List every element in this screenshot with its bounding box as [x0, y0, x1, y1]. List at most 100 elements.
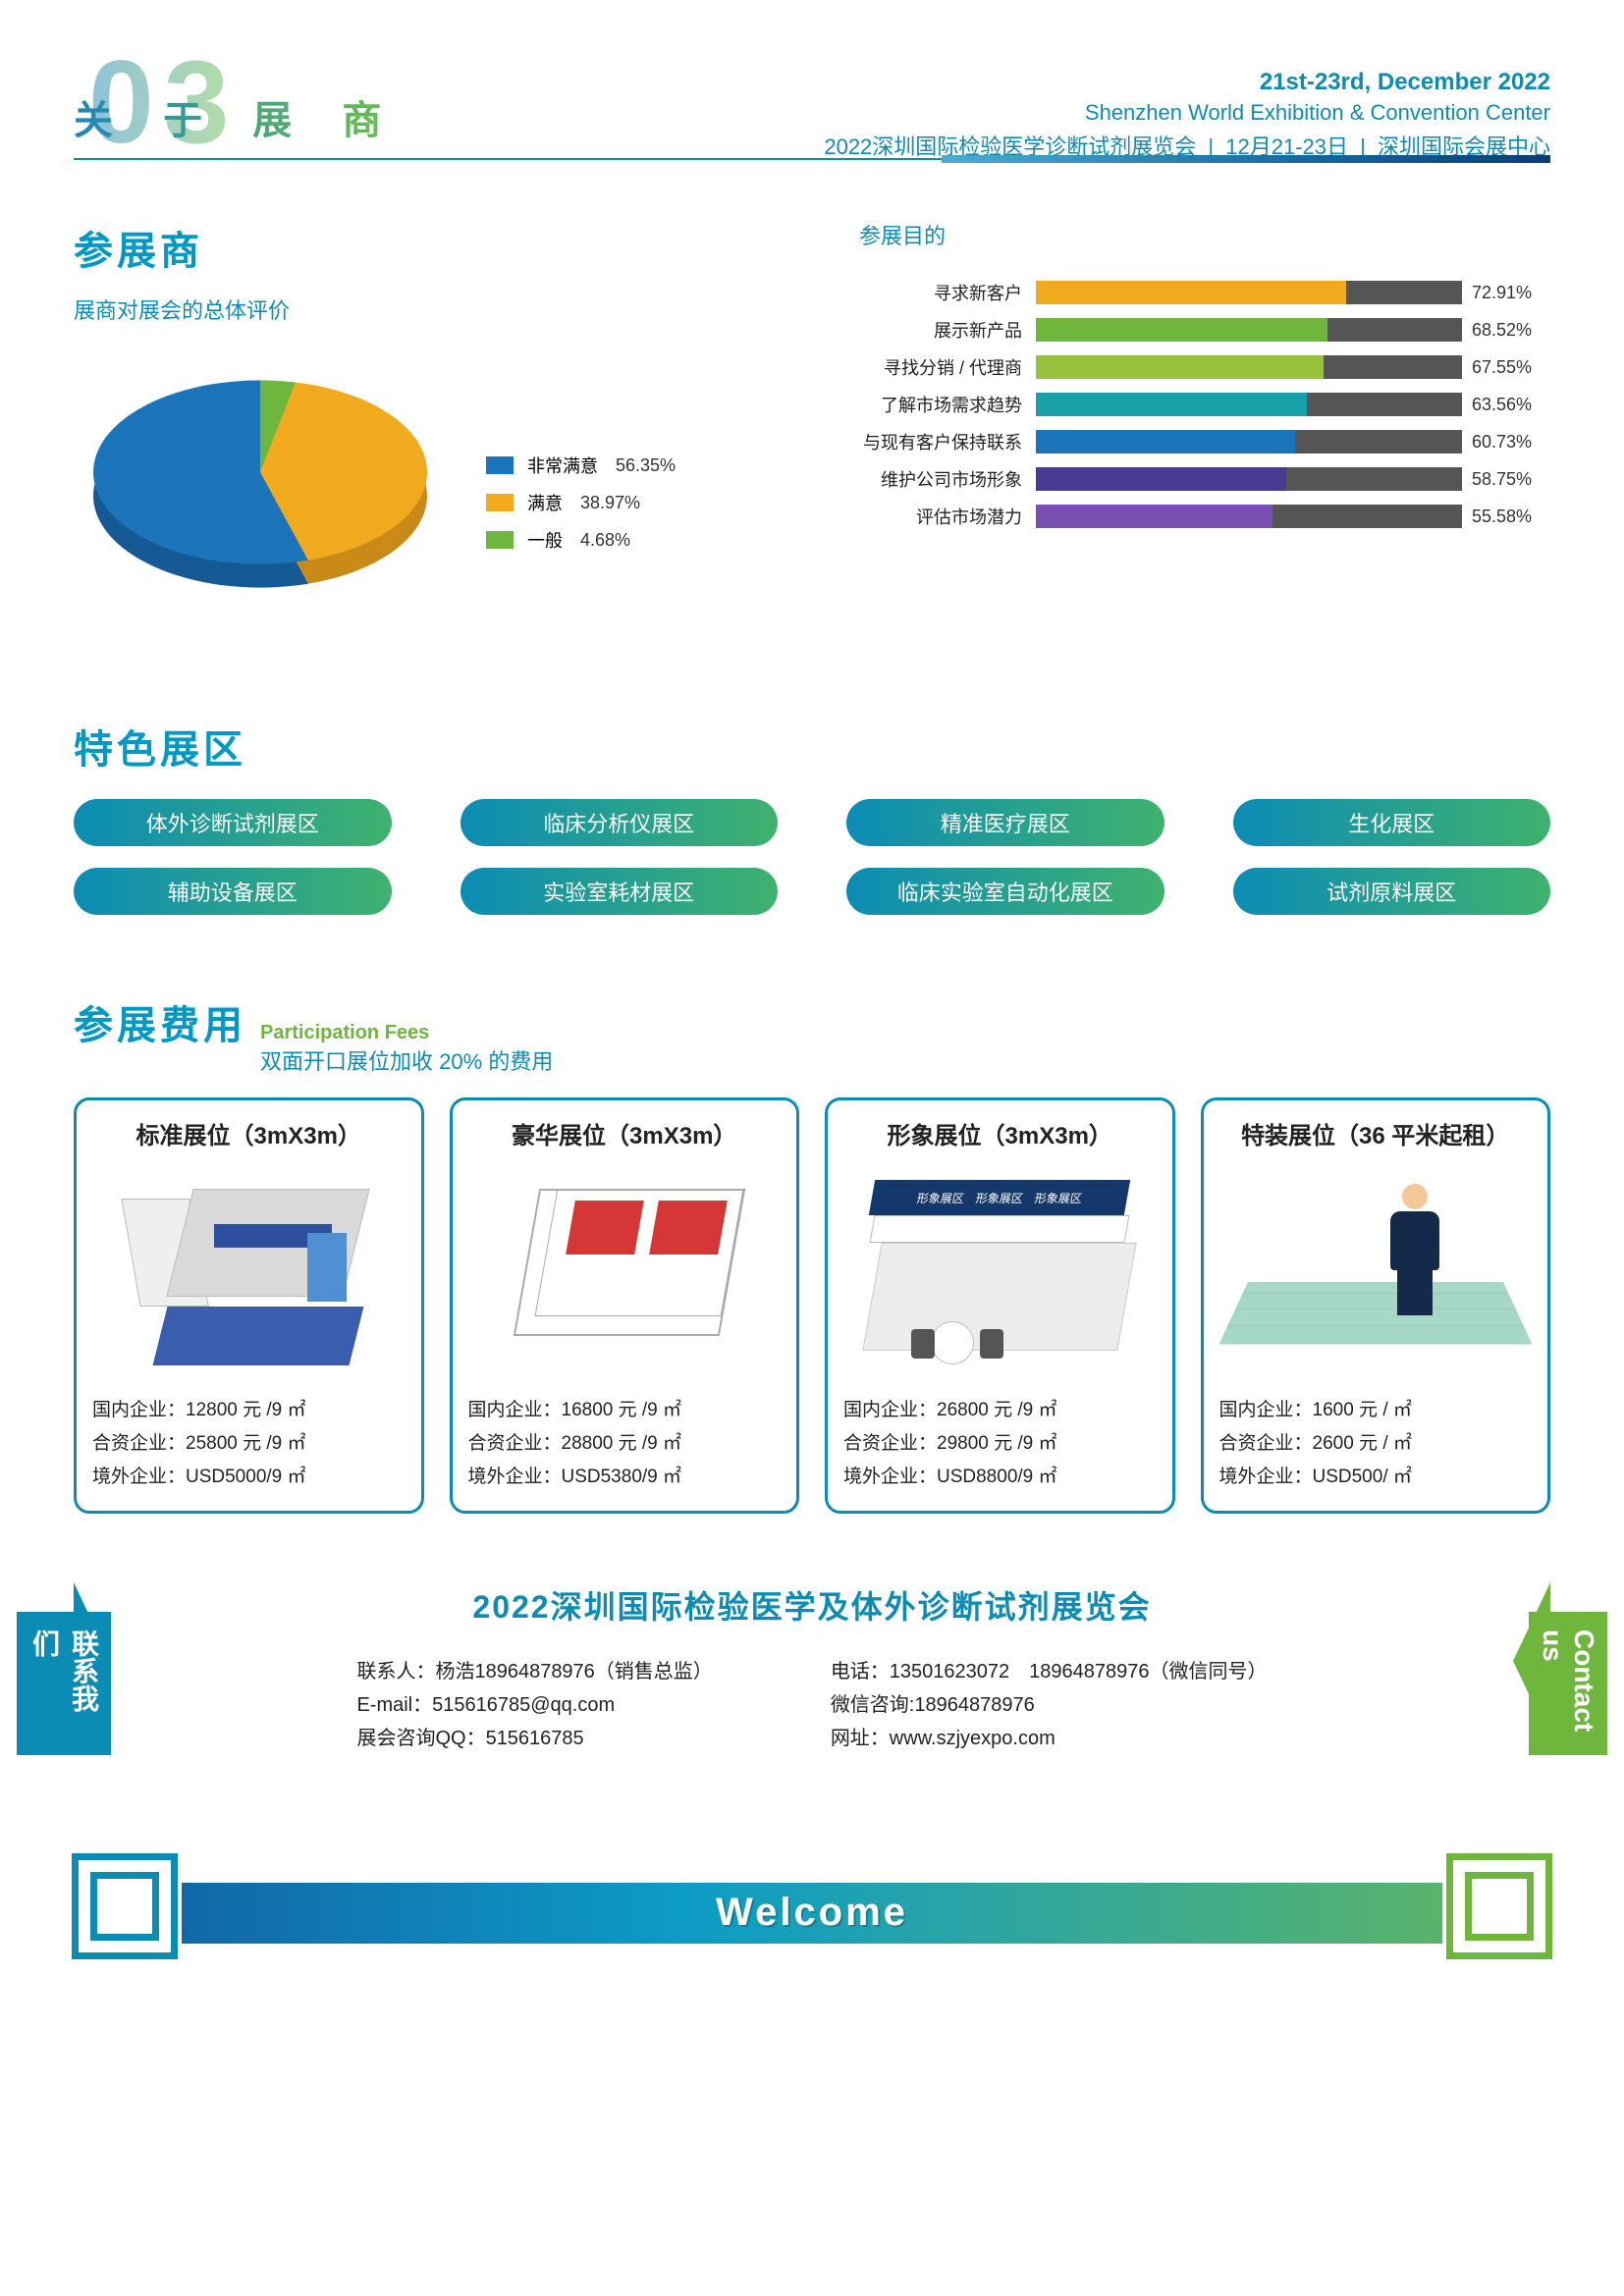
bar-row: 与现有客户保持联系 60.73%: [859, 429, 1550, 454]
zone-pill: 精准医疗展区: [846, 799, 1164, 846]
booth-card: 特装展位（36 平米起租） 国内企业：1600 元 / ㎡合资企业：2600 元…: [1201, 1097, 1551, 1514]
purposes-bars: 寻求新客户 72.91%展示新产品 68.52%寻找分销 / 代理商 67.55…: [859, 280, 1550, 529]
legend-pct: 4.68%: [580, 530, 630, 551]
zone-pill: 实验室耗材展区: [460, 868, 779, 915]
bar-fill: [1036, 505, 1272, 528]
bar-fill: [1036, 355, 1324, 379]
booth-name: 标准展位（3mX3m）: [92, 1116, 406, 1150]
zone-pill: 临床分析仪展区: [460, 799, 779, 846]
price-line: 合资企业：2600 元 / ㎡: [1219, 1427, 1533, 1461]
bar-fill: [1036, 430, 1295, 454]
bar-pct: 63.56%: [1462, 395, 1550, 415]
contact-label-en: Contact us: [1529, 1612, 1607, 1755]
bar-row: 维护公司市场形象 58.75%: [859, 466, 1550, 492]
bar-fill: [1036, 393, 1307, 416]
header-date-en: 21st-23rd, December 2022: [824, 69, 1550, 96]
price-line: 境外企业：USD5000/9 ㎡: [92, 1461, 406, 1494]
bar-label: 了解市场需求趋势: [859, 392, 1036, 417]
bar-track: [1036, 505, 1462, 528]
legend-swatch: [486, 494, 514, 511]
booth-illustration: [1238, 1174, 1513, 1370]
legend-item: 满意 38.97%: [486, 490, 676, 515]
welcome-text: Welcome: [716, 1891, 908, 1935]
header: 03 关 于 展 商 21st-23rd, December 2022 Shen…: [74, 59, 1550, 160]
price-line: 境外企业：USD500/ ㎡: [1219, 1461, 1533, 1494]
contact-line: 展会咨询QQ：515616785: [356, 1722, 712, 1755]
bar-pct: 58.75%: [1462, 469, 1550, 490]
bar-row: 评估市场潜力 55.58%: [859, 504, 1550, 529]
booths-grid: 标准展位（3mX3m） 国内企业：12800 元 /9 ㎡合资企业：25800 …: [74, 1097, 1550, 1514]
contact-line: 联系人：杨浩18964878976（销售总监）: [356, 1655, 712, 1688]
zones-title: 特色展区: [74, 718, 1550, 774]
booth-name: 豪华展位（3mX3m）: [468, 1116, 782, 1150]
booth-illustration: [497, 1179, 752, 1365]
bar-label: 展示新产品: [859, 317, 1036, 343]
bar-fill: [1036, 318, 1327, 342]
legend-swatch: [486, 531, 514, 549]
legend-pct: 56.35%: [616, 455, 676, 476]
contact-line: E-mail：515616785@qq.com: [356, 1688, 712, 1722]
booth-card: 形象展位（3mX3m） 形象展区 形象展区 形象展区 国内企业：26800 元 …: [825, 1097, 1175, 1514]
qr-bottom-right-icon: [1446, 1853, 1552, 1959]
bar-row: 寻求新客户 72.91%: [859, 280, 1550, 305]
bar-fill: [1036, 281, 1346, 304]
booth-prices: 国内企业：26800 元 /9 ㎡合资企业：29800 元 /9 ㎡境外企业：U…: [843, 1394, 1157, 1495]
zone-pill: 临床实验室自动化展区: [846, 868, 1164, 915]
price-line: 国内企业：1600 元 / ㎡: [1219, 1394, 1533, 1427]
qr-bottom-left-icon: [72, 1853, 178, 1959]
header-venue-en: Shenzhen World Exhibition & Convention C…: [824, 100, 1550, 126]
bar-pct: 60.73%: [1462, 432, 1550, 453]
zone-pill: 体外诊断试剂展区: [74, 799, 392, 846]
bar-fill: [1036, 467, 1286, 491]
price-line: 合资企业：28800 元 /9 ㎡: [468, 1427, 782, 1461]
bar-track: [1036, 467, 1462, 491]
legend-item: 非常满意 56.35%: [486, 453, 676, 478]
bar-label: 评估市场潜力: [859, 504, 1036, 529]
booth-illustration: [121, 1179, 376, 1365]
booth-name: 特装展位（36 平米起租）: [1219, 1116, 1533, 1150]
booth-prices: 国内企业：1600 元 / ㎡合资企业：2600 元 / ㎡境外企业：USD50…: [1219, 1394, 1533, 1495]
zone-pill: 生化展区: [1233, 799, 1551, 846]
legend-label: 一般: [527, 527, 563, 553]
bar-pct: 67.55%: [1462, 357, 1550, 378]
price-line: 境外企业：USD8800/9 ㎡: [843, 1461, 1157, 1494]
zone-pill: 辅助设备展区: [74, 868, 392, 915]
booth-prices: 国内企业：16800 元 /9 ㎡合资企业：28800 元 /9 ㎡境外企业：U…: [468, 1394, 782, 1495]
exhibitors-title: 参展商: [74, 219, 820, 276]
legend-label: 非常满意: [527, 453, 598, 478]
bar-label: 寻找分销 / 代理商: [859, 354, 1036, 380]
fees-title: 参展费用: [74, 993, 246, 1050]
booth-card: 标准展位（3mX3m） 国内企业：12800 元 /9 ㎡合资企业：25800 …: [74, 1097, 424, 1514]
bar-row: 寻找分销 / 代理商 67.55%: [859, 354, 1550, 380]
price-line: 国内企业：12800 元 /9 ㎡: [92, 1394, 406, 1427]
contact-section: 联系我们 Contact us 2022深圳国际检验医学及体外诊断试剂展览会 联…: [74, 1582, 1550, 1755]
price-line: 国内企业：26800 元 /9 ㎡: [843, 1394, 1157, 1427]
booth-name: 形象展位（3mX3m）: [843, 1116, 1157, 1150]
price-line: 境外企业：USD5380/9 ㎡: [468, 1461, 782, 1494]
bar-track: [1036, 430, 1462, 454]
contact-line: 网址：www.szjyexpo.com: [831, 1722, 1268, 1755]
contact-col-1: 联系人：杨浩18964878976（销售总监）E-mail：515616785@…: [356, 1655, 712, 1755]
legend-swatch: [486, 456, 514, 474]
person-icon: [1385, 1184, 1444, 1311]
price-line: 合资企业：25800 元 /9 ㎡: [92, 1427, 406, 1461]
fees-title-en: Participation Fees: [260, 1022, 553, 1044]
legend-pct: 38.97%: [580, 493, 640, 513]
booth-illustration: 形象展区 形象展区 形象展区: [862, 1174, 1137, 1370]
zone-pill: 试剂原料展区: [1233, 868, 1551, 915]
section-title: 关 于 展 商: [74, 99, 401, 142]
pie-legend: 非常满意 56.35% 满意 38.97% 一般 4.68%: [486, 453, 676, 564]
fees-note: 双面开口展位加收 20% 的费用: [260, 1044, 553, 1076]
bar-track: [1036, 281, 1462, 304]
contact-label-cn: 联系我们: [17, 1612, 111, 1755]
legend-item: 一般 4.68%: [486, 527, 676, 553]
zone-grid: 体外诊断试剂展区 临床分析仪展区 精准医疗展区 生化展区辅助设备展区 实验室耗材展区 临床…: [74, 799, 1550, 915]
bar-row: 了解市场需求趋势 63.56%: [859, 392, 1550, 417]
contact-line: 电话：13501623072 18964878976（微信同号）: [831, 1655, 1268, 1688]
satisfaction-pie-chart: [93, 354, 447, 649]
expo-full-title: 2022深圳国际检验医学及体外诊断试剂展览会: [123, 1582, 1501, 1628]
purposes-title: 参展目的: [859, 219, 1550, 250]
bar-track: [1036, 393, 1462, 416]
bar-pct: 55.58%: [1462, 507, 1550, 527]
legend-label: 满意: [527, 490, 563, 515]
